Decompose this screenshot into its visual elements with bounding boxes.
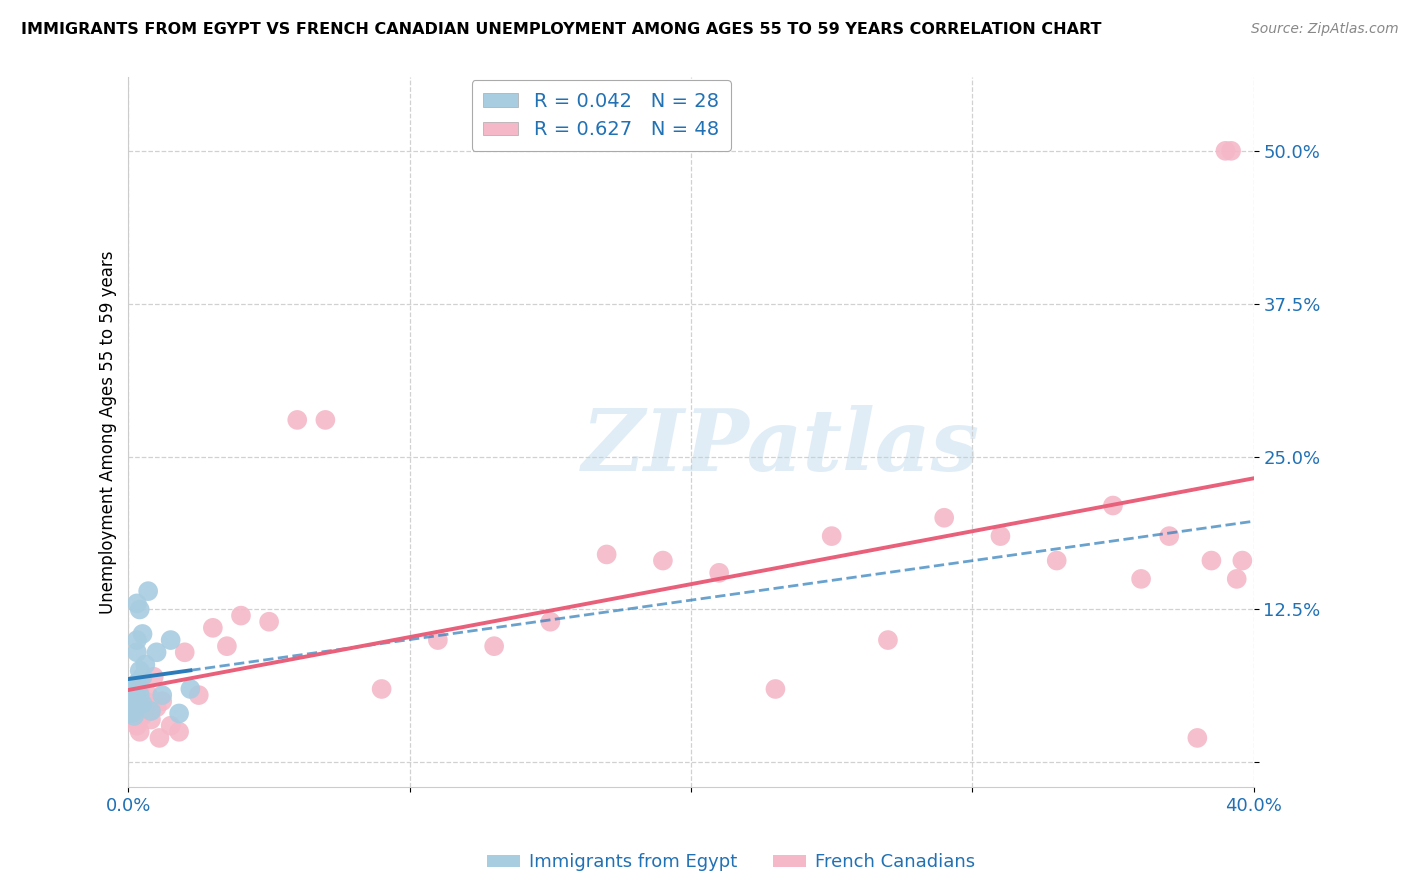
Point (1159, 529, 1181, 543)
Point (139, 704, 162, 718)
Point (187, 688, 209, 702)
Legend: R = 0.042   N = 28, R = 0.627   N = 48: R = 0.042 N = 28, R = 0.627 N = 48 (471, 80, 731, 151)
Point (131, 709, 153, 723)
Point (150, 694, 173, 708)
Point (821, 529, 844, 543)
Point (125, 688, 148, 702)
Point (1046, 553, 1069, 567)
Point (229, 608, 252, 623)
Point (1201, 553, 1223, 567)
Point (1232, 553, 1254, 567)
Point (125, 719, 148, 733)
Point (285, 413, 308, 427)
Point (215, 639, 238, 653)
Point (131, 670, 153, 684)
Point (257, 615, 280, 629)
Point (314, 413, 336, 427)
Point (934, 510, 956, 524)
Point (134, 657, 156, 672)
Point (122, 691, 145, 706)
Point (128, 724, 150, 739)
Point (125, 697, 148, 711)
Point (150, 688, 173, 702)
Point (167, 724, 190, 739)
Point (142, 670, 165, 684)
Point (120, 706, 142, 721)
Point (125, 645, 148, 659)
Point (707, 566, 730, 580)
Point (1102, 499, 1125, 513)
Text: ZIPatlas: ZIPatlas (582, 405, 980, 488)
Point (990, 529, 1012, 543)
Point (148, 731, 170, 745)
Point (136, 584, 159, 599)
Point (145, 645, 167, 659)
Point (125, 676, 148, 690)
Point (131, 627, 153, 641)
Point (136, 688, 159, 702)
Point (120, 706, 142, 721)
Point (159, 719, 181, 733)
Point (426, 633, 449, 648)
Point (173, 645, 195, 659)
Point (482, 639, 505, 653)
Point (159, 633, 181, 648)
Point (128, 688, 150, 702)
Point (125, 684, 148, 698)
Point (765, 681, 787, 696)
Point (167, 706, 190, 721)
Point (128, 664, 150, 678)
Point (538, 615, 561, 629)
Point (128, 602, 150, 616)
Point (122, 713, 145, 727)
Point (125, 633, 148, 648)
Point (595, 548, 617, 562)
Point (120, 700, 142, 714)
Point (122, 697, 145, 711)
Point (877, 633, 900, 648)
Point (125, 596, 148, 610)
Point (120, 694, 142, 708)
Point (1215, 144, 1237, 158)
Point (128, 681, 150, 696)
Point (370, 681, 392, 696)
Point (131, 704, 153, 718)
Y-axis label: Unemployment Among Ages 55 to 59 years: Unemployment Among Ages 55 to 59 years (100, 251, 117, 614)
Point (122, 704, 145, 718)
Point (201, 621, 224, 635)
Point (651, 553, 673, 567)
Text: IMMIGRANTS FROM EGYPT VS FRENCH CANADIAN UNEMPLOYMENT AMONG AGES 55 TO 59 YEARS : IMMIGRANTS FROM EGYPT VS FRENCH CANADIAN… (21, 22, 1101, 37)
Point (1187, 731, 1209, 745)
Point (1130, 572, 1153, 586)
Point (1220, 144, 1243, 158)
Point (134, 694, 156, 708)
Point (1226, 572, 1249, 586)
Point (122, 709, 145, 723)
Point (179, 681, 201, 696)
Point (139, 713, 162, 727)
Point (122, 681, 145, 696)
Text: Source: ZipAtlas.com: Source: ZipAtlas.com (1251, 22, 1399, 37)
Point (122, 688, 145, 702)
Legend: Immigrants from Egypt, French Canadians: Immigrants from Egypt, French Canadians (479, 847, 983, 879)
Point (145, 700, 167, 714)
Point (131, 697, 153, 711)
